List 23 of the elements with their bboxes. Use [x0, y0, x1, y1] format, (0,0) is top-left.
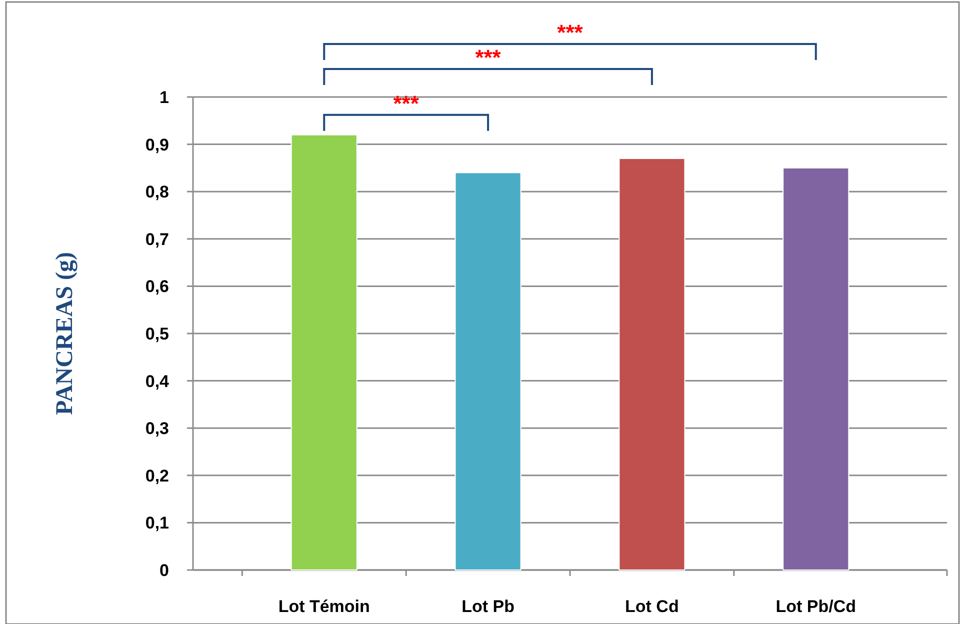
x-tick-label: Lot Pb/Cd [776, 597, 856, 616]
y-tick-label: 0,3 [145, 419, 169, 438]
bar [290, 134, 358, 570]
y-tick-label: 1 [160, 88, 169, 107]
y-tick-label: 0,5 [145, 324, 169, 344]
y-tick-label: 0 [160, 560, 169, 580]
y-tick-label: 0,9 [145, 135, 169, 154]
y-tick-label: 0,8 [145, 182, 169, 202]
y-axis-title: PANCREAS (g) [52, 252, 78, 415]
annotation: *** [393, 90, 420, 116]
y-tick-label: 0,2 [145, 466, 169, 486]
text: *** [475, 45, 502, 70]
y-tick-label: 0,4 [145, 372, 170, 391]
bar [454, 172, 522, 570]
bar [618, 158, 686, 570]
x-tick-label: Lot Cd [625, 597, 679, 616]
bar [782, 167, 850, 570]
y-tick-label: 0,6 [145, 277, 169, 296]
y-tick-label: 0,1 [145, 514, 169, 533]
text: *** [557, 20, 584, 45]
x-tick-label: Lot Pb [462, 597, 514, 616]
y-tick-label: 0,7 [145, 230, 169, 249]
x-tick-label: Lot Témoin [278, 597, 370, 616]
